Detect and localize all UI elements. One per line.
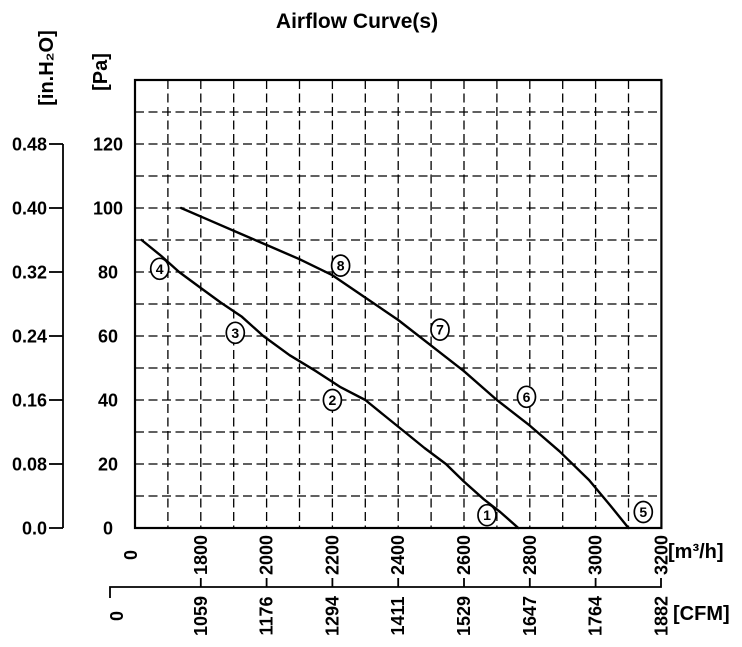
inh2o-tick-label: 0.48 xyxy=(12,135,47,155)
pa-tick-label: 0 xyxy=(103,519,113,539)
curve-marker-2: 2 xyxy=(322,388,343,412)
curve-marker-6: 6 xyxy=(516,385,537,409)
marker-circle xyxy=(149,257,170,281)
cfm-tick-label: 1647 xyxy=(520,596,540,636)
curve-marker-5: 5 xyxy=(633,500,654,524)
fan-curve-5-6-7-8 xyxy=(179,206,630,530)
m3h-tick-label: 2200 xyxy=(322,535,342,575)
pa-tick-label: 20 xyxy=(98,455,118,475)
pa-tick-label: 80 xyxy=(98,263,118,283)
marker-circle xyxy=(477,503,497,527)
m3h-tick-label: 2600 xyxy=(454,535,474,575)
curve-marker-8: 8 xyxy=(330,254,351,277)
pa-unit-label: [Pa] xyxy=(90,53,112,91)
fan-curve-1-2-3-4 xyxy=(140,238,520,530)
marker-number: 7 xyxy=(436,322,444,338)
cfm-tick-label: 1294 xyxy=(322,596,342,636)
marker-number: 4 xyxy=(156,261,164,277)
marker-circle xyxy=(516,385,537,409)
marker-number: 6 xyxy=(523,389,531,405)
inh2o-tick-label: 0.0 xyxy=(22,519,47,539)
cfm-tick-label: 1764 xyxy=(586,596,606,636)
inh2o-tick-label: 0.16 xyxy=(12,391,47,411)
inh2o-tick-label: 0.08 xyxy=(12,455,47,475)
inh2o-axis: 0.0 0.08 0.16 0.24 0.32 0.40 0.48 xyxy=(12,135,64,539)
cfm-tick-label: 1529 xyxy=(454,596,474,636)
pa-tick-label: 120 xyxy=(93,135,123,155)
marker-number: 8 xyxy=(337,258,345,274)
cfm-tick-label: 1411 xyxy=(388,596,408,635)
pa-tick-label: 40 xyxy=(98,391,118,411)
m3h-unit-label: [m³/h] xyxy=(668,541,724,563)
marker-number: 5 xyxy=(639,504,647,520)
pa-tick-label: 60 xyxy=(98,327,118,347)
m3h-tick-label: 2400 xyxy=(388,535,408,575)
m3h-tick-label: 2800 xyxy=(520,535,540,575)
m3h-tick-label: 3000 xyxy=(586,535,606,575)
cfm-unit-label: [CFM] xyxy=(673,603,730,625)
m3h-tick-label: 1800 xyxy=(191,535,211,575)
cfm-tick-label: 1176 xyxy=(257,596,277,635)
marker-circle xyxy=(322,388,343,412)
pa-axis-ticks: 0 20 40 60 80 100 120 xyxy=(93,135,123,539)
marker-number: 3 xyxy=(231,325,239,341)
m3h-axis-ticks: 0 1800 2000 2200 2400 2600 2800 3000 3200 xyxy=(121,535,671,575)
pa-tick-label: 100 xyxy=(93,199,123,219)
inh2o-tick-label: 0.24 xyxy=(12,327,47,347)
chart-title: Airflow Curve(s) xyxy=(276,10,438,33)
m3h-tick-label: 3200 xyxy=(651,535,671,575)
cfm-axis: 0 1059 1176 1294 1411 1529 1647 1764 1882 xyxy=(107,578,671,636)
cfm-tick-label: 0 xyxy=(107,611,127,621)
curve-marker-4: 4 xyxy=(149,257,170,281)
marker-number: 2 xyxy=(329,392,337,408)
curve-marker-7: 7 xyxy=(430,318,450,341)
marker-number: 1 xyxy=(483,507,491,523)
m3h-tick-label: 2000 xyxy=(257,535,277,575)
plot-border xyxy=(133,78,663,530)
marker-circle xyxy=(430,318,450,341)
plot-grid xyxy=(135,80,662,528)
m3h-tick-label: 0 xyxy=(121,550,141,560)
marker-circle xyxy=(330,254,351,277)
marker-circle xyxy=(225,321,246,345)
cfm-tick-label: 1882 xyxy=(651,596,671,636)
inh2o-tick-label: 0.40 xyxy=(12,199,47,219)
inh2o-unit-label: [in.H₂O] xyxy=(36,30,58,106)
marker-circle xyxy=(633,500,654,524)
cfm-axis-line xyxy=(109,578,662,598)
fan-curves-group xyxy=(140,206,630,530)
inh2o-tick-label: 0.32 xyxy=(12,263,47,283)
curve-marker-3: 3 xyxy=(225,321,246,345)
curve-markers-group: 1 2 3 4 5 6 7 8 xyxy=(149,254,654,527)
cfm-tick-label: 1059 xyxy=(191,596,211,636)
curve-marker-1: 1 xyxy=(477,503,497,527)
